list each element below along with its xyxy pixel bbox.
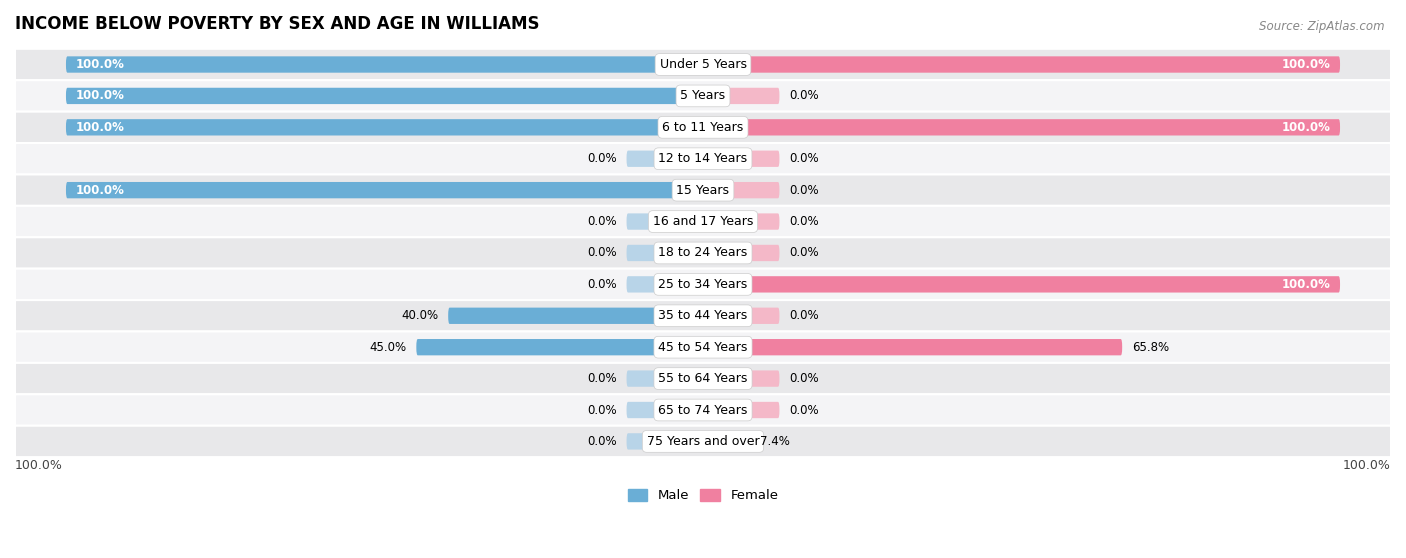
FancyBboxPatch shape xyxy=(703,151,779,167)
Text: 75 Years and over: 75 Years and over xyxy=(647,435,759,448)
FancyBboxPatch shape xyxy=(15,426,1391,457)
FancyBboxPatch shape xyxy=(627,402,703,418)
Text: 100.0%: 100.0% xyxy=(76,121,124,134)
FancyBboxPatch shape xyxy=(703,402,779,418)
Text: 35 to 44 Years: 35 to 44 Years xyxy=(658,309,748,323)
Text: 40.0%: 40.0% xyxy=(402,309,439,323)
FancyBboxPatch shape xyxy=(703,433,751,450)
FancyBboxPatch shape xyxy=(627,245,703,261)
FancyBboxPatch shape xyxy=(15,268,1391,300)
Text: 0.0%: 0.0% xyxy=(588,215,617,228)
Legend: Male, Female: Male, Female xyxy=(623,484,783,508)
Text: 0.0%: 0.0% xyxy=(789,309,818,323)
Text: 100.0%: 100.0% xyxy=(1282,278,1330,291)
Text: 0.0%: 0.0% xyxy=(588,152,617,165)
FancyBboxPatch shape xyxy=(703,119,1340,136)
Text: 5 Years: 5 Years xyxy=(681,89,725,103)
Text: 45 to 54 Years: 45 to 54 Years xyxy=(658,341,748,354)
Text: 0.0%: 0.0% xyxy=(588,247,617,259)
Text: 16 and 17 Years: 16 and 17 Years xyxy=(652,215,754,228)
FancyBboxPatch shape xyxy=(627,213,703,230)
Text: 0.0%: 0.0% xyxy=(789,215,818,228)
Text: 0.0%: 0.0% xyxy=(789,247,818,259)
FancyBboxPatch shape xyxy=(15,175,1391,206)
Text: 100.0%: 100.0% xyxy=(76,184,124,196)
FancyBboxPatch shape xyxy=(703,182,779,198)
FancyBboxPatch shape xyxy=(627,433,703,450)
Text: 100.0%: 100.0% xyxy=(1282,58,1330,71)
FancyBboxPatch shape xyxy=(703,245,779,261)
Text: 0.0%: 0.0% xyxy=(588,435,617,448)
Text: 0.0%: 0.0% xyxy=(588,278,617,291)
FancyBboxPatch shape xyxy=(703,339,1122,355)
Text: 100.0%: 100.0% xyxy=(1282,121,1330,134)
Text: 18 to 24 Years: 18 to 24 Years xyxy=(658,247,748,259)
FancyBboxPatch shape xyxy=(15,331,1391,363)
FancyBboxPatch shape xyxy=(449,307,703,324)
FancyBboxPatch shape xyxy=(15,237,1391,268)
Text: Source: ZipAtlas.com: Source: ZipAtlas.com xyxy=(1260,20,1385,32)
FancyBboxPatch shape xyxy=(66,119,703,136)
FancyBboxPatch shape xyxy=(15,206,1391,237)
Text: INCOME BELOW POVERTY BY SEX AND AGE IN WILLIAMS: INCOME BELOW POVERTY BY SEX AND AGE IN W… xyxy=(15,15,540,33)
FancyBboxPatch shape xyxy=(703,276,1340,292)
Text: 0.0%: 0.0% xyxy=(789,89,818,103)
FancyBboxPatch shape xyxy=(703,56,1340,73)
Text: 65.8%: 65.8% xyxy=(1132,341,1168,354)
FancyBboxPatch shape xyxy=(416,339,703,355)
Text: 0.0%: 0.0% xyxy=(789,372,818,385)
Text: 12 to 14 Years: 12 to 14 Years xyxy=(658,152,748,165)
FancyBboxPatch shape xyxy=(15,49,1391,80)
FancyBboxPatch shape xyxy=(15,112,1391,143)
FancyBboxPatch shape xyxy=(627,371,703,387)
Text: 100.0%: 100.0% xyxy=(76,89,124,103)
Text: 0.0%: 0.0% xyxy=(588,403,617,416)
Text: 100.0%: 100.0% xyxy=(76,58,124,71)
Text: 55 to 64 Years: 55 to 64 Years xyxy=(658,372,748,385)
Text: 0.0%: 0.0% xyxy=(588,372,617,385)
FancyBboxPatch shape xyxy=(627,276,703,292)
Text: 100.0%: 100.0% xyxy=(1343,459,1391,472)
Text: 6 to 11 Years: 6 to 11 Years xyxy=(662,121,744,134)
Text: 25 to 34 Years: 25 to 34 Years xyxy=(658,278,748,291)
FancyBboxPatch shape xyxy=(66,56,703,73)
Text: 15 Years: 15 Years xyxy=(676,184,730,196)
FancyBboxPatch shape xyxy=(703,88,779,104)
FancyBboxPatch shape xyxy=(15,363,1391,395)
Text: 0.0%: 0.0% xyxy=(789,184,818,196)
Text: 65 to 74 Years: 65 to 74 Years xyxy=(658,403,748,416)
FancyBboxPatch shape xyxy=(703,213,779,230)
FancyBboxPatch shape xyxy=(15,143,1391,175)
FancyBboxPatch shape xyxy=(703,371,779,387)
Text: 100.0%: 100.0% xyxy=(15,459,63,472)
Text: 0.0%: 0.0% xyxy=(789,403,818,416)
FancyBboxPatch shape xyxy=(15,80,1391,112)
FancyBboxPatch shape xyxy=(66,88,703,104)
FancyBboxPatch shape xyxy=(15,395,1391,426)
FancyBboxPatch shape xyxy=(627,151,703,167)
FancyBboxPatch shape xyxy=(15,300,1391,331)
Text: Under 5 Years: Under 5 Years xyxy=(659,58,747,71)
Text: 0.0%: 0.0% xyxy=(789,152,818,165)
FancyBboxPatch shape xyxy=(703,307,779,324)
FancyBboxPatch shape xyxy=(66,182,703,198)
Text: 45.0%: 45.0% xyxy=(370,341,406,354)
Text: 7.4%: 7.4% xyxy=(759,435,790,448)
